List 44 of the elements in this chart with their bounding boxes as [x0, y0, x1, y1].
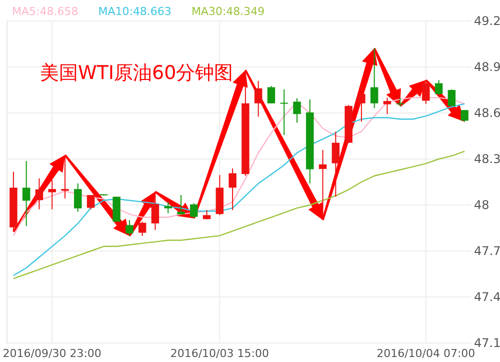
candlestick — [228, 168, 236, 211]
candlestick — [164, 201, 172, 214]
candlestick — [460, 110, 468, 122]
text: MA10:48.663 — [98, 5, 172, 18]
candlestick — [61, 154, 69, 199]
y-tick-label: 47.1 — [474, 336, 500, 350]
y-tick-label: 48.3 — [474, 152, 500, 166]
candlestick — [293, 98, 301, 124]
line-series — [12, 103, 466, 276]
candlestick — [151, 191, 160, 230]
y-tick-label: 48 — [474, 198, 490, 212]
candlestick — [86, 194, 95, 210]
text: MA5:48.658 — [12, 5, 78, 18]
candlestick — [202, 210, 211, 220]
candlestick — [448, 88, 456, 106]
candlestick — [422, 80, 430, 104]
candlestick — [358, 84, 366, 122]
candlestick — [48, 180, 56, 210]
candlestick — [190, 202, 198, 219]
candlestick — [434, 80, 443, 96]
candlestick — [35, 178, 44, 210]
line-series — [12, 150, 466, 280]
candlestick — [254, 80, 262, 118]
candlestick — [267, 86, 276, 104]
candlestick — [370, 48, 378, 109]
candlestick — [177, 194, 185, 215]
candlestick — [74, 182, 82, 212]
candlestick — [318, 149, 327, 221]
text: MA30:48.349 — [191, 5, 265, 18]
x-tick-label: 2016/10/04 07:00 — [376, 347, 476, 360]
candlestick — [138, 221, 146, 236]
candlestick — [22, 160, 30, 227]
y-tick-label: 48.9 — [474, 60, 500, 74]
y-tick-label: 47.4 — [474, 290, 500, 304]
x-tick-label: 2016/09/30 23:00 — [2, 347, 102, 360]
candlestick — [332, 131, 340, 198]
candlestick — [280, 88, 288, 136]
text: 美国WTI原油60分钟图 — [40, 62, 234, 84]
candlestick — [126, 220, 134, 236]
y-tick-label: 49.2 — [474, 14, 500, 28]
x-tick-label: 2016/10/03 15:00 — [170, 347, 269, 360]
y-tick-label: 48.6 — [474, 106, 500, 120]
y-tick-label: 47.7 — [474, 244, 500, 258]
candlestick — [383, 97, 392, 115]
